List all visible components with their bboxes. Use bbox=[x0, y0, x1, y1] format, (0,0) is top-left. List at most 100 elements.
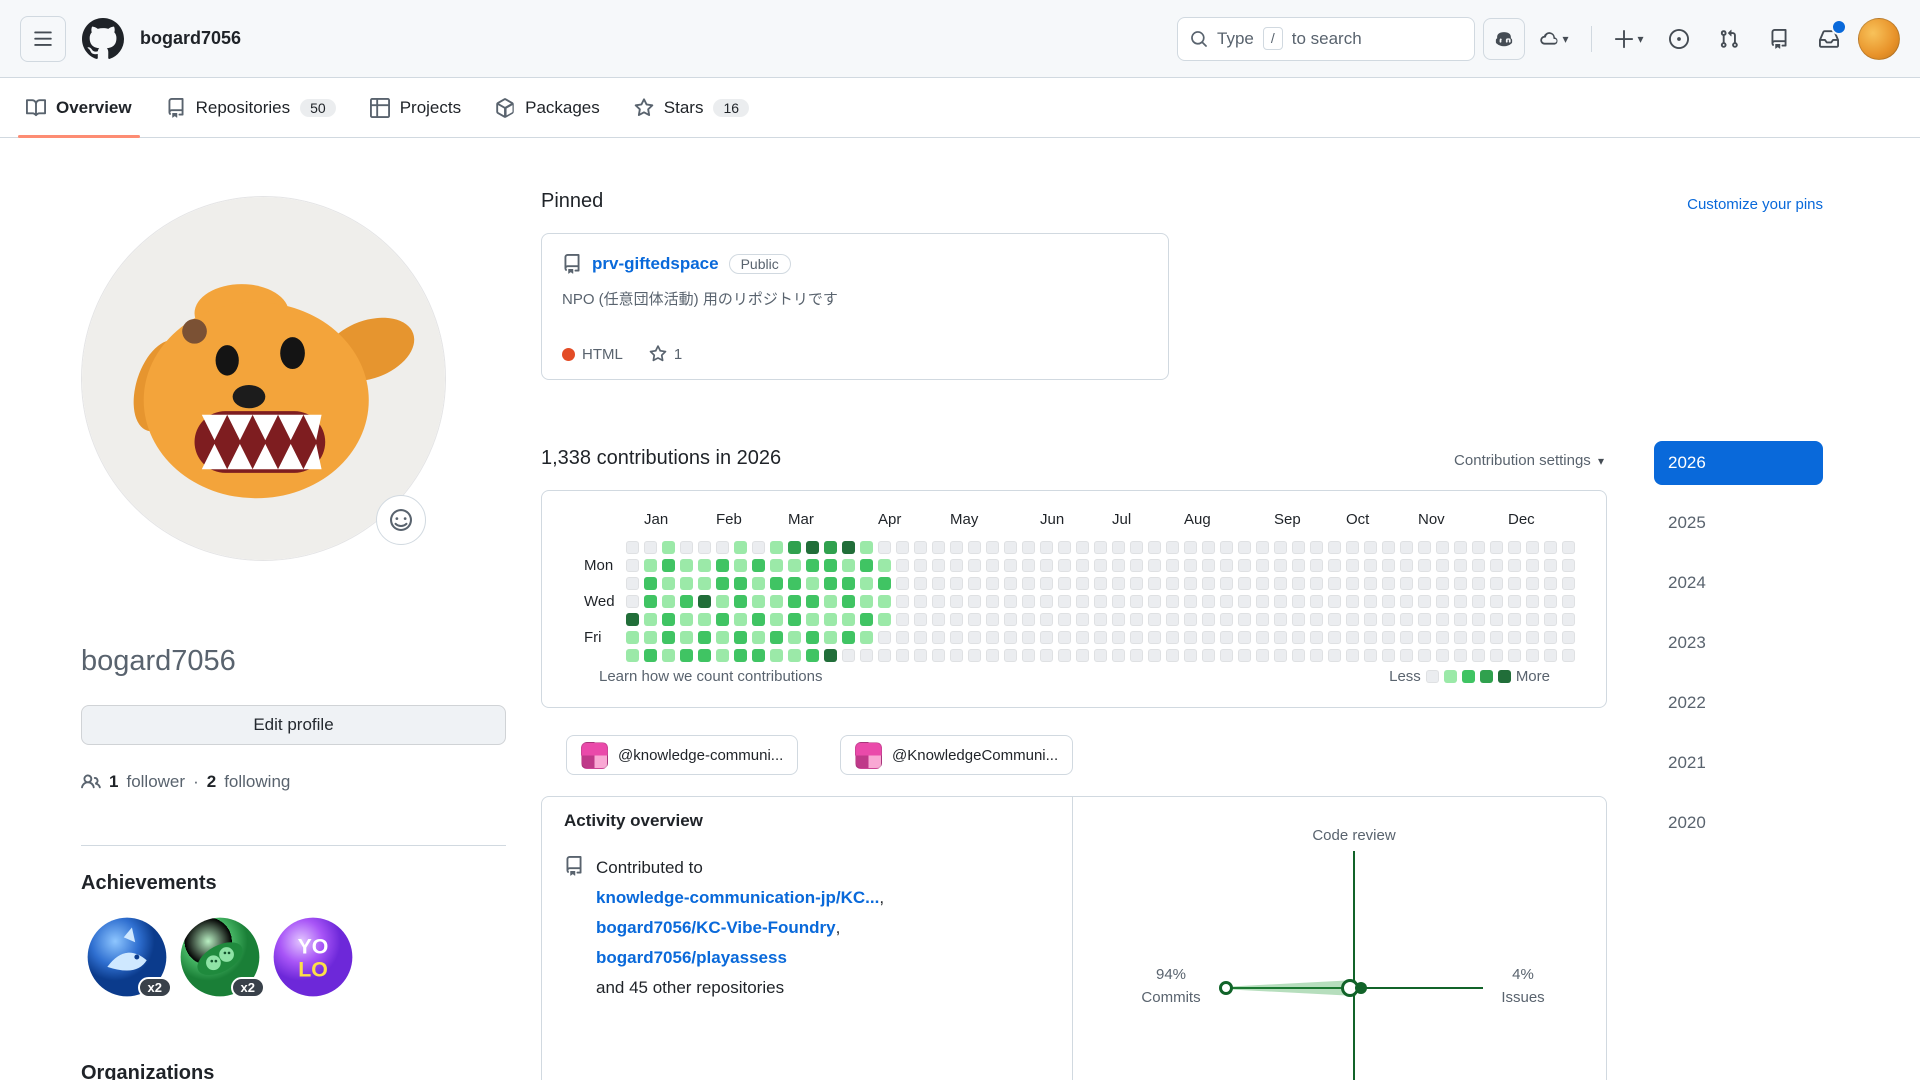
contribution-cell[interactable] bbox=[1112, 559, 1125, 572]
contribution-cell[interactable] bbox=[1112, 649, 1125, 662]
contribution-cell[interactable] bbox=[824, 595, 837, 608]
contribution-cell[interactable] bbox=[1130, 631, 1143, 644]
contribution-cell[interactable] bbox=[1040, 595, 1053, 608]
contribution-cell[interactable] bbox=[734, 577, 747, 590]
contribution-cell[interactable] bbox=[1238, 577, 1251, 590]
copilot-menu-button[interactable]: ▾ bbox=[1533, 18, 1575, 60]
contributed-repo-link[interactable]: knowledge-communication-jp/KC... bbox=[596, 888, 880, 907]
contribution-cell[interactable] bbox=[1436, 613, 1449, 626]
contribution-cell[interactable] bbox=[1472, 613, 1485, 626]
contribution-cell[interactable] bbox=[1364, 577, 1377, 590]
contribution-cell[interactable] bbox=[986, 631, 999, 644]
contribution-cell[interactable] bbox=[932, 577, 945, 590]
contribution-cell[interactable] bbox=[968, 577, 981, 590]
contribution-cell[interactable] bbox=[626, 541, 639, 554]
contribution-cell[interactable] bbox=[1274, 577, 1287, 590]
contribution-cell[interactable] bbox=[716, 649, 729, 662]
contribution-cell[interactable] bbox=[1220, 541, 1233, 554]
contribution-cell[interactable] bbox=[626, 595, 639, 608]
contribution-cell[interactable] bbox=[1418, 649, 1431, 662]
contribution-cell[interactable] bbox=[716, 541, 729, 554]
contribution-cell[interactable] bbox=[1400, 631, 1413, 644]
contribution-cell[interactable] bbox=[842, 595, 855, 608]
contribution-cell[interactable] bbox=[1094, 595, 1107, 608]
contribution-cell[interactable] bbox=[1202, 613, 1215, 626]
contribution-cell[interactable] bbox=[1544, 541, 1557, 554]
contribution-cell[interactable] bbox=[1544, 559, 1557, 572]
contribution-cell[interactable] bbox=[1166, 613, 1179, 626]
contribution-cell[interactable] bbox=[896, 595, 909, 608]
contribution-cell[interactable] bbox=[824, 541, 837, 554]
contribution-cell[interactable] bbox=[1346, 541, 1359, 554]
contribution-cell[interactable] bbox=[1256, 541, 1269, 554]
contribution-cell[interactable] bbox=[1508, 631, 1521, 644]
contribution-cell[interactable] bbox=[680, 649, 693, 662]
contribution-cell[interactable] bbox=[1472, 595, 1485, 608]
contribution-cell[interactable] bbox=[1436, 631, 1449, 644]
contribution-cell[interactable] bbox=[806, 613, 819, 626]
contribution-cell[interactable] bbox=[788, 613, 801, 626]
contribution-cell[interactable] bbox=[878, 595, 891, 608]
contribution-cell[interactable] bbox=[1022, 577, 1035, 590]
contribution-cell[interactable] bbox=[1148, 595, 1161, 608]
contribution-cell[interactable] bbox=[1184, 577, 1197, 590]
contribution-cell[interactable] bbox=[878, 631, 891, 644]
contribution-cell[interactable] bbox=[968, 559, 981, 572]
contribution-cell[interactable] bbox=[1058, 577, 1071, 590]
contribution-cell[interactable] bbox=[1238, 649, 1251, 662]
contribution-cell[interactable] bbox=[626, 631, 639, 644]
contribution-cell[interactable] bbox=[1220, 631, 1233, 644]
contribution-cell[interactable] bbox=[1364, 541, 1377, 554]
contribution-cell[interactable] bbox=[1526, 631, 1539, 644]
contribution-cell[interactable] bbox=[1544, 649, 1557, 662]
contribution-cell[interactable] bbox=[1130, 595, 1143, 608]
contribution-cell[interactable] bbox=[662, 559, 675, 572]
contribution-cell[interactable] bbox=[1454, 541, 1467, 554]
contribution-cell[interactable] bbox=[860, 541, 873, 554]
contribution-cell[interactable] bbox=[1418, 595, 1431, 608]
contribution-cell[interactable] bbox=[1382, 613, 1395, 626]
contribution-cell[interactable] bbox=[644, 649, 657, 662]
contribution-cell[interactable] bbox=[1022, 541, 1035, 554]
contribution-cell[interactable] bbox=[788, 541, 801, 554]
contribution-cell[interactable] bbox=[1472, 559, 1485, 572]
contribution-cell[interactable] bbox=[1562, 541, 1575, 554]
contribution-cell[interactable] bbox=[968, 541, 981, 554]
contribution-cell[interactable] bbox=[1166, 559, 1179, 572]
contribution-cell[interactable] bbox=[788, 559, 801, 572]
contribution-cell[interactable] bbox=[1238, 631, 1251, 644]
contribution-cell[interactable] bbox=[1328, 631, 1341, 644]
contribution-cell[interactable] bbox=[1310, 577, 1323, 590]
contribution-cell[interactable] bbox=[716, 577, 729, 590]
contribution-cell[interactable] bbox=[932, 613, 945, 626]
contribution-cell[interactable] bbox=[1508, 613, 1521, 626]
contribution-cell[interactable] bbox=[1238, 559, 1251, 572]
contribution-cell[interactable] bbox=[1094, 559, 1107, 572]
contribution-cell[interactable] bbox=[1184, 595, 1197, 608]
contribution-cell[interactable] bbox=[914, 613, 927, 626]
contribution-cell[interactable] bbox=[626, 649, 639, 662]
contribution-cell[interactable] bbox=[1148, 631, 1161, 644]
contribution-settings-dropdown[interactable]: Contribution settings ▾ bbox=[1454, 452, 1604, 469]
github-logo-icon[interactable] bbox=[82, 17, 124, 60]
contribution-cell[interactable] bbox=[1184, 613, 1197, 626]
repo-star-count[interactable]: 1 bbox=[649, 345, 682, 363]
contribution-cell[interactable] bbox=[986, 649, 999, 662]
contribution-cell[interactable] bbox=[1562, 631, 1575, 644]
contribution-cell[interactable] bbox=[1130, 541, 1143, 554]
contribution-cell[interactable] bbox=[1328, 649, 1341, 662]
contribution-cell[interactable] bbox=[1040, 631, 1053, 644]
contribution-cell[interactable] bbox=[1400, 577, 1413, 590]
contribution-cell[interactable] bbox=[914, 649, 927, 662]
contribution-cell[interactable] bbox=[806, 541, 819, 554]
contribution-cell[interactable] bbox=[1346, 577, 1359, 590]
contribution-cell[interactable] bbox=[1436, 649, 1449, 662]
hamburger-menu-button[interactable] bbox=[20, 15, 66, 62]
contribution-cell[interactable] bbox=[1166, 595, 1179, 608]
contribution-cell[interactable] bbox=[734, 595, 747, 608]
contribution-cell[interactable] bbox=[950, 613, 963, 626]
contribution-cell[interactable] bbox=[1076, 595, 1089, 608]
contributed-repo-link[interactable]: bogard7056/playassess bbox=[596, 948, 787, 967]
inbox-button[interactable] bbox=[1808, 18, 1850, 60]
contribution-cell[interactable] bbox=[1184, 649, 1197, 662]
